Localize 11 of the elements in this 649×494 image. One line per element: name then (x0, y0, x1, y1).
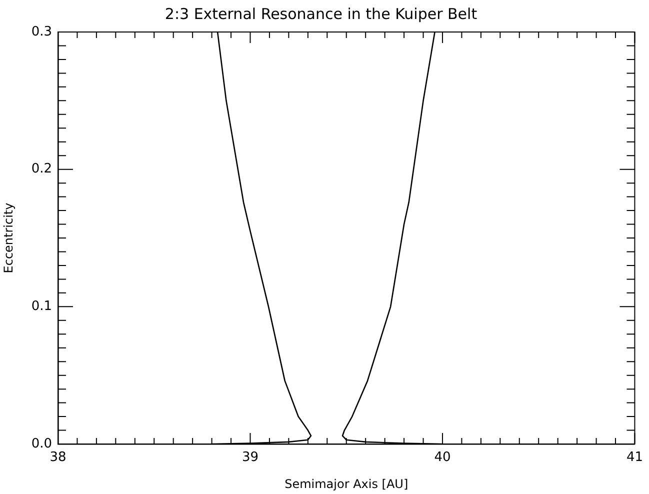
y-tick-label: 0.0 (31, 436, 52, 452)
x-tick-label: 39 (242, 450, 259, 466)
x-tick-label: 41 (626, 450, 643, 466)
x-tick-label: 40 (434, 450, 451, 466)
x-axis-title: Semimajor Axis [AU] (284, 476, 408, 491)
y-tick-label: 0.3 (31, 24, 52, 40)
y-tick-label: 0.2 (31, 162, 52, 177)
y-tick-label: 0.1 (31, 299, 52, 314)
chart-title: 2:3 External Resonance in the Kuiper Belt (164, 4, 478, 23)
y-axis-title: Eccentricity (1, 202, 16, 274)
x-tick-label: 38 (50, 450, 66, 466)
